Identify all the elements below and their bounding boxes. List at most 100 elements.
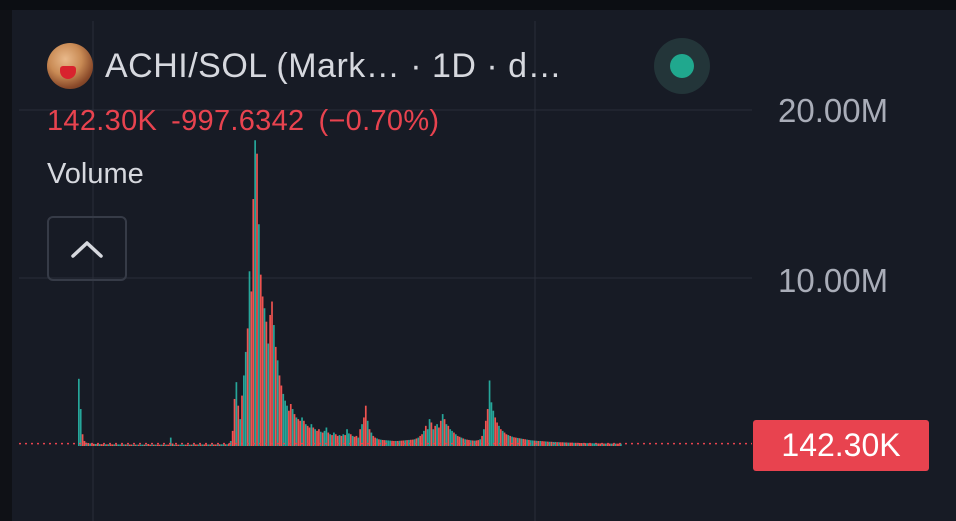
- volume-bar: [434, 425, 437, 446]
- volume-bar: [179, 444, 181, 446]
- collapse-legend-button[interactable]: [47, 216, 127, 281]
- volume-bar: [250, 291, 253, 446]
- volume-bar: [243, 375, 245, 446]
- volume-bar: [124, 444, 127, 446]
- volume-bar: [224, 444, 226, 446]
- chart-legend-header[interactable]: ACHI/SOL (Mark… · 1D · d…: [47, 42, 562, 90]
- volume-bar: [421, 434, 423, 446]
- volume-bar: [211, 444, 213, 446]
- volume-bar: [192, 444, 195, 446]
- volume-bar: [522, 438, 525, 446]
- chart-grid: [19, 21, 752, 521]
- volume-bar: [96, 443, 99, 446]
- volume-bar: [280, 385, 283, 446]
- volume-bar: [389, 440, 392, 446]
- volume-bar: [610, 443, 613, 446]
- volume-bar: [336, 435, 339, 446]
- volume-bar: [366, 420, 369, 446]
- volume-bar: [361, 424, 363, 446]
- volume-bar: [477, 440, 480, 446]
- volume-bar: [426, 429, 429, 446]
- volume-bar: [329, 434, 331, 446]
- price-change: -997.6342: [171, 105, 305, 137]
- volume-bar: [439, 420, 442, 446]
- volume-bar: [374, 437, 377, 446]
- y-axis-tick-10m: 10.00M: [778, 262, 889, 299]
- volume-bar: [289, 404, 292, 446]
- volume-bar: [462, 438, 465, 446]
- volume-bar: [408, 439, 410, 446]
- volume-bar: [453, 432, 455, 446]
- volume-bar: [578, 442, 581, 446]
- volume-bar: [89, 443, 91, 446]
- volume-bar: [486, 409, 489, 446]
- volume-bar: [481, 435, 483, 446]
- volume-bar: [573, 442, 575, 446]
- market-status-indicator[interactable]: [654, 38, 710, 94]
- volume-bar: [304, 424, 307, 446]
- volume-bar: [419, 435, 422, 446]
- volume-bar: [209, 444, 211, 446]
- volume-bar: [456, 435, 459, 446]
- volume-bar: [194, 444, 196, 446]
- volume-bar: [153, 444, 155, 446]
- volume-bar: [363, 417, 365, 446]
- volume-bar: [349, 434, 352, 446]
- volume-bar: [612, 443, 615, 446]
- volume-bar: [181, 444, 183, 446]
- volume-bar: [451, 430, 453, 446]
- volume-bar: [492, 410, 495, 446]
- volume-bar: [620, 443, 622, 446]
- volume-bar: [520, 438, 523, 446]
- volume-bar: [593, 443, 596, 446]
- volume-bar: [558, 442, 560, 446]
- symbol-title[interactable]: ACHI/SOL (Mark… · 1D · d…: [105, 46, 563, 85]
- volume-bar: [254, 140, 256, 447]
- volume-bar: [323, 430, 326, 446]
- volume-bar: [513, 437, 515, 446]
- volume-bar: [550, 441, 553, 446]
- volume-indicator-label[interactable]: Volume: [47, 158, 144, 190]
- volume-bar: [263, 308, 266, 446]
- volume-bar: [608, 443, 611, 446]
- volume-bar: [269, 314, 271, 446]
- volume-bar: [507, 435, 510, 446]
- volume-bar: [213, 444, 215, 446]
- volume-bar: [531, 440, 534, 446]
- volume-bar: [314, 429, 316, 446]
- volume-bar: [331, 435, 333, 446]
- volume-bar: [404, 440, 407, 446]
- volume-bar: [415, 438, 418, 446]
- volume-bar: [378, 439, 380, 446]
- volume-bar: [616, 443, 618, 446]
- heart-shape: [60, 66, 76, 79]
- volume-bar: [411, 439, 414, 446]
- volume-bar: [98, 444, 101, 446]
- volume-bar: [436, 424, 438, 446]
- volume-bar: [340, 435, 343, 446]
- volume-bar: [574, 442, 577, 446]
- volume-bar: [128, 444, 131, 446]
- volume-bar: [102, 444, 105, 446]
- volume-bar: [308, 427, 311, 446]
- volume-bar: [468, 439, 470, 446]
- volume-bar: [214, 444, 217, 446]
- volume-bar: [321, 432, 324, 446]
- volume-bar: [203, 444, 206, 446]
- volume-bar: [449, 429, 452, 446]
- volume-bar: [537, 440, 540, 446]
- volume-bar: [430, 422, 433, 446]
- volume-bar: [413, 439, 416, 446]
- volume-bar: [494, 417, 497, 446]
- volume-bar: [511, 436, 513, 446]
- volume-bar: [168, 444, 170, 446]
- volume-bar: [160, 444, 163, 446]
- volume-bar: [484, 420, 487, 446]
- volume-bar: [499, 429, 502, 446]
- volume-bar: [310, 424, 313, 446]
- volume-bar: [544, 441, 547, 446]
- volume-bar: [447, 425, 450, 446]
- volume-bar: [239, 419, 241, 446]
- volume-bar: [246, 328, 249, 446]
